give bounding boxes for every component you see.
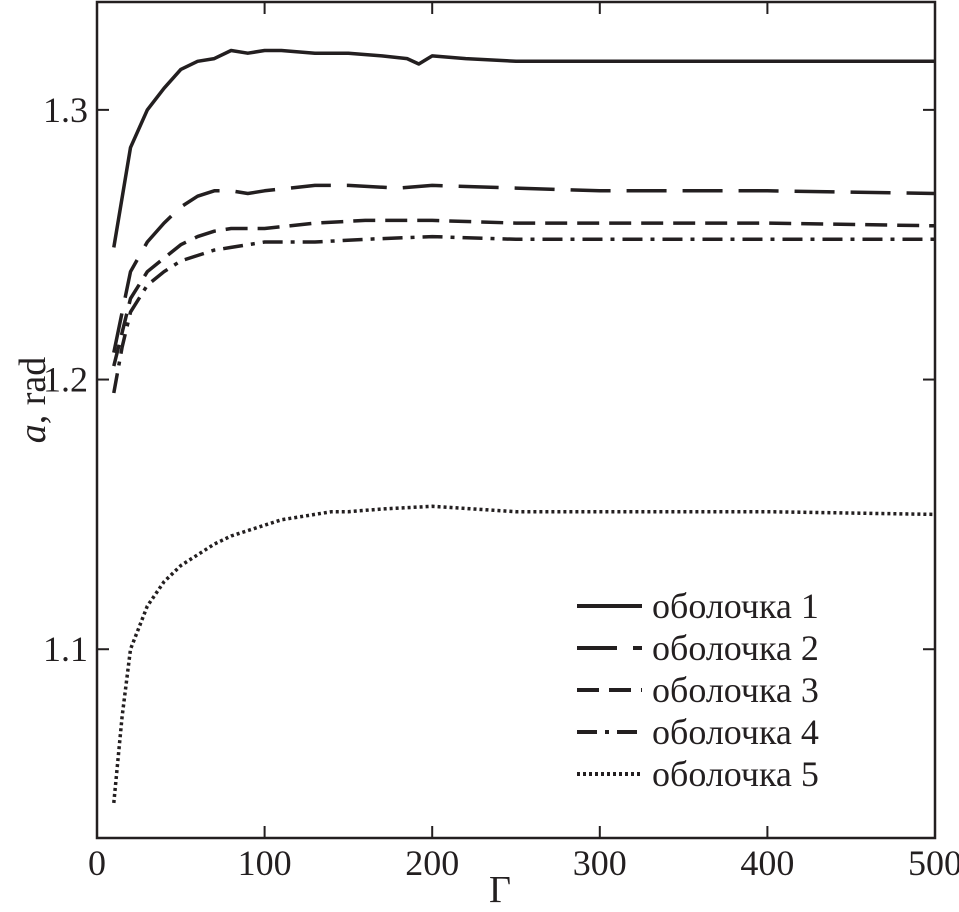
series-line-5	[112, 504, 936, 804]
x-tick-label: 200	[405, 843, 459, 883]
x-tick-label: 300	[573, 843, 627, 883]
legend-label-1: оболочка 1	[652, 586, 819, 626]
y-axis: 1.1 1.2 1.3	[43, 90, 935, 669]
legend-label-3: оболочка 3	[652, 670, 819, 710]
legend-label-5: оболочка 5	[652, 754, 819, 794]
y-tick-label: 1.1	[43, 629, 88, 669]
legend-label-2: оболочка 2	[652, 628, 819, 668]
y-axis-title: a, rad	[12, 357, 54, 444]
y-axis-title-unit: , rad	[12, 357, 54, 425]
x-tick-label: 0	[88, 843, 106, 883]
series-line-4	[112, 234, 935, 394]
legend-label-4: оболочка 4	[652, 712, 819, 752]
x-tick-label: 100	[238, 843, 292, 883]
y-axis-title-symbol: a	[12, 424, 54, 443]
x-tick-label: 400	[740, 843, 794, 883]
y-tick-label: 1.3	[43, 90, 88, 130]
series-lines	[112, 48, 936, 804]
plot-frame	[95, 0, 937, 840]
y-tick-label: 1.2	[43, 360, 88, 400]
series-line-2	[112, 183, 936, 353]
x-tick-label: 500	[908, 843, 959, 883]
series-line-3	[112, 218, 936, 367]
x-axis-title: Γ	[489, 869, 511, 911]
series-line-1	[112, 48, 935, 248]
x-axis: 0 100 200 300 400 500	[88, 2, 959, 883]
